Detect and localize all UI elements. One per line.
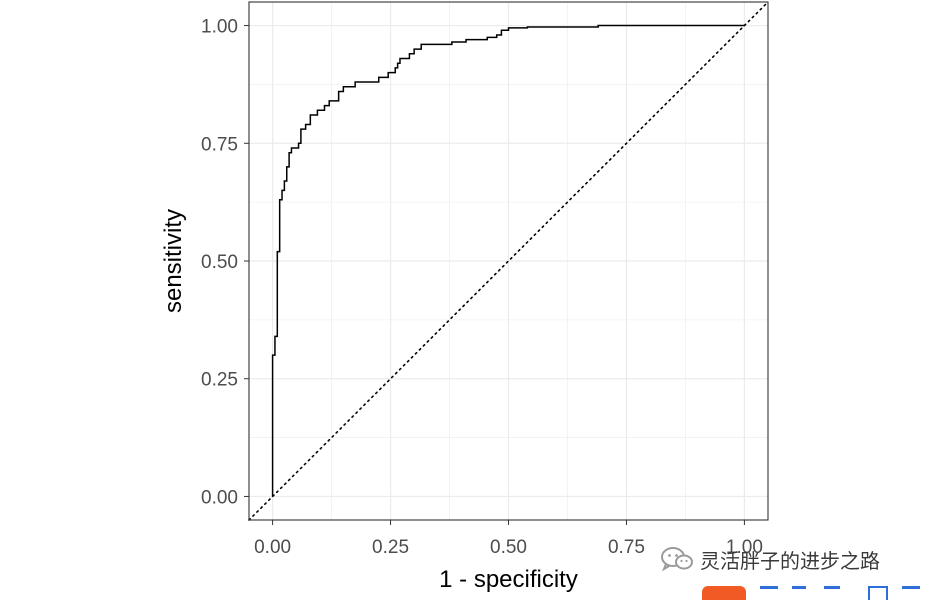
toolbar-icon bbox=[868, 586, 888, 600]
x-tick-label: 0.75 bbox=[608, 537, 645, 558]
watermark-text: 灵活胖子的进步之路 bbox=[700, 548, 880, 573]
roc-curve-line bbox=[271, 24, 745, 497]
y-tick-label: 0.50 bbox=[201, 252, 238, 273]
bottom-toolbar-strip bbox=[700, 586, 942, 600]
toolbar-icon bbox=[792, 586, 806, 600]
y-axis-title: sensitivity bbox=[160, 209, 187, 313]
y-tick-label: 0.75 bbox=[201, 134, 238, 155]
toolbar-icon bbox=[902, 586, 920, 600]
app-badge-icon bbox=[702, 586, 746, 600]
x-tick-label: 0.50 bbox=[490, 537, 527, 558]
y-tick-label: 0.00 bbox=[201, 487, 238, 508]
x-axis-ticks: 0.00 0.25 0.50 0.75 1.00 bbox=[254, 520, 763, 558]
toolbar-icon bbox=[760, 586, 778, 600]
x-tick-label: 0.00 bbox=[254, 537, 291, 558]
watermark: 灵活胖子的进步之路 bbox=[660, 541, 880, 577]
x-tick-label: 1.00 bbox=[726, 537, 763, 558]
y-axis-ticks: 0.00 0.25 0.50 0.75 1.00 bbox=[201, 17, 249, 508]
x-tick-label: 0.25 bbox=[372, 537, 409, 558]
y-tick-label: 1.00 bbox=[201, 17, 238, 38]
x-axis-title: 1 - specificity bbox=[439, 566, 578, 593]
y-tick-label: 0.25 bbox=[201, 370, 238, 391]
chance-diagonal-line bbox=[248, 1, 769, 521]
series-layer bbox=[248, 1, 769, 521]
wechat-icon bbox=[661, 547, 693, 572]
toolbar-icon bbox=[824, 586, 840, 600]
grid-major bbox=[249, 2, 768, 520]
